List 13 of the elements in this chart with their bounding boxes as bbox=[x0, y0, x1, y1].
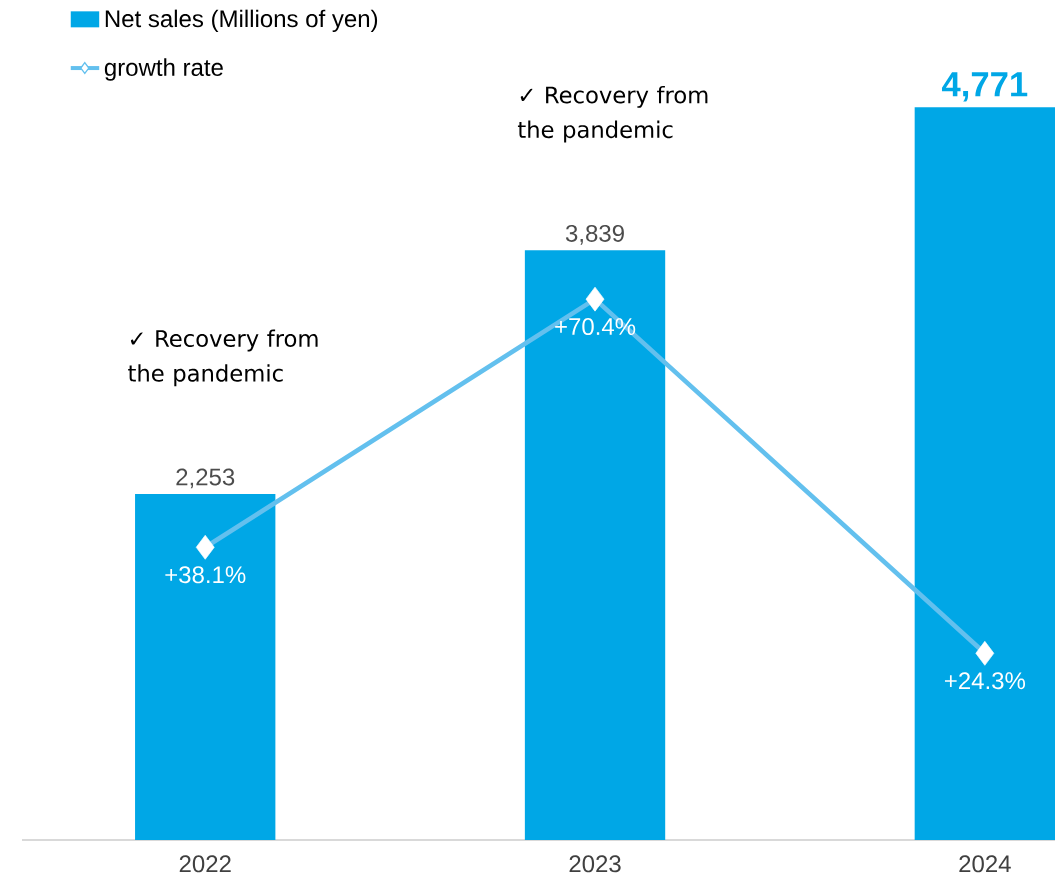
data-label: +38.1% bbox=[165, 566, 246, 584]
x-tick-label: 2022 bbox=[179, 855, 231, 873]
data-label: 3,839 bbox=[565, 224, 624, 245]
legend-label: growth rate bbox=[104, 58, 223, 81]
data-label: 4,771 bbox=[941, 72, 1028, 102]
annotation: ✓ Recovery from the pandemic bbox=[517, 85, 708, 143]
data-label: +70.4% bbox=[555, 318, 636, 336]
data-label: +24.3% bbox=[944, 672, 1026, 690]
legend-label: Net sales (Millions of yen) bbox=[105, 9, 378, 33]
x-tick-label: 2024 bbox=[959, 855, 1011, 873]
data-label: 2,253 bbox=[176, 468, 235, 489]
annotation: ✓ Recovery from the pandemic bbox=[128, 329, 318, 387]
x-tick-label: 2023 bbox=[569, 855, 621, 873]
